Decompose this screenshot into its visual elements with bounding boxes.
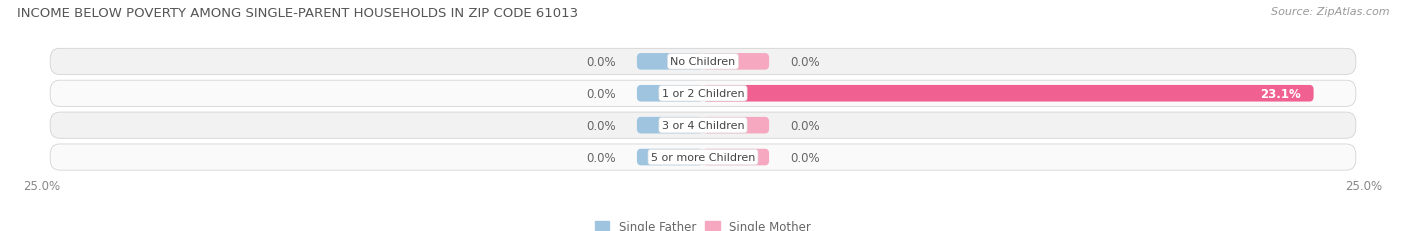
Text: 0.0%: 0.0%: [586, 151, 616, 164]
Text: 0.0%: 0.0%: [586, 119, 616, 132]
Text: 0.0%: 0.0%: [790, 56, 820, 69]
FancyBboxPatch shape: [51, 81, 1355, 107]
FancyBboxPatch shape: [703, 149, 769, 166]
Legend: Single Father, Single Mother: Single Father, Single Mother: [591, 215, 815, 231]
Text: 5 or more Children: 5 or more Children: [651, 152, 755, 162]
FancyBboxPatch shape: [51, 144, 1355, 170]
Text: 0.0%: 0.0%: [586, 87, 616, 100]
Text: 1 or 2 Children: 1 or 2 Children: [662, 89, 744, 99]
FancyBboxPatch shape: [637, 54, 703, 70]
FancyBboxPatch shape: [637, 117, 703, 134]
FancyBboxPatch shape: [637, 149, 703, 166]
Text: 3 or 4 Children: 3 or 4 Children: [662, 121, 744, 131]
FancyBboxPatch shape: [51, 49, 1355, 75]
Text: INCOME BELOW POVERTY AMONG SINGLE-PARENT HOUSEHOLDS IN ZIP CODE 61013: INCOME BELOW POVERTY AMONG SINGLE-PARENT…: [17, 7, 578, 20]
FancyBboxPatch shape: [637, 85, 703, 102]
FancyBboxPatch shape: [703, 117, 769, 134]
Text: 0.0%: 0.0%: [586, 56, 616, 69]
FancyBboxPatch shape: [51, 112, 1355, 139]
Text: No Children: No Children: [671, 57, 735, 67]
Text: 23.1%: 23.1%: [1260, 87, 1301, 100]
FancyBboxPatch shape: [703, 85, 1313, 102]
FancyBboxPatch shape: [703, 54, 769, 70]
Text: Source: ZipAtlas.com: Source: ZipAtlas.com: [1271, 7, 1389, 17]
Text: 0.0%: 0.0%: [790, 151, 820, 164]
Text: 0.0%: 0.0%: [790, 119, 820, 132]
